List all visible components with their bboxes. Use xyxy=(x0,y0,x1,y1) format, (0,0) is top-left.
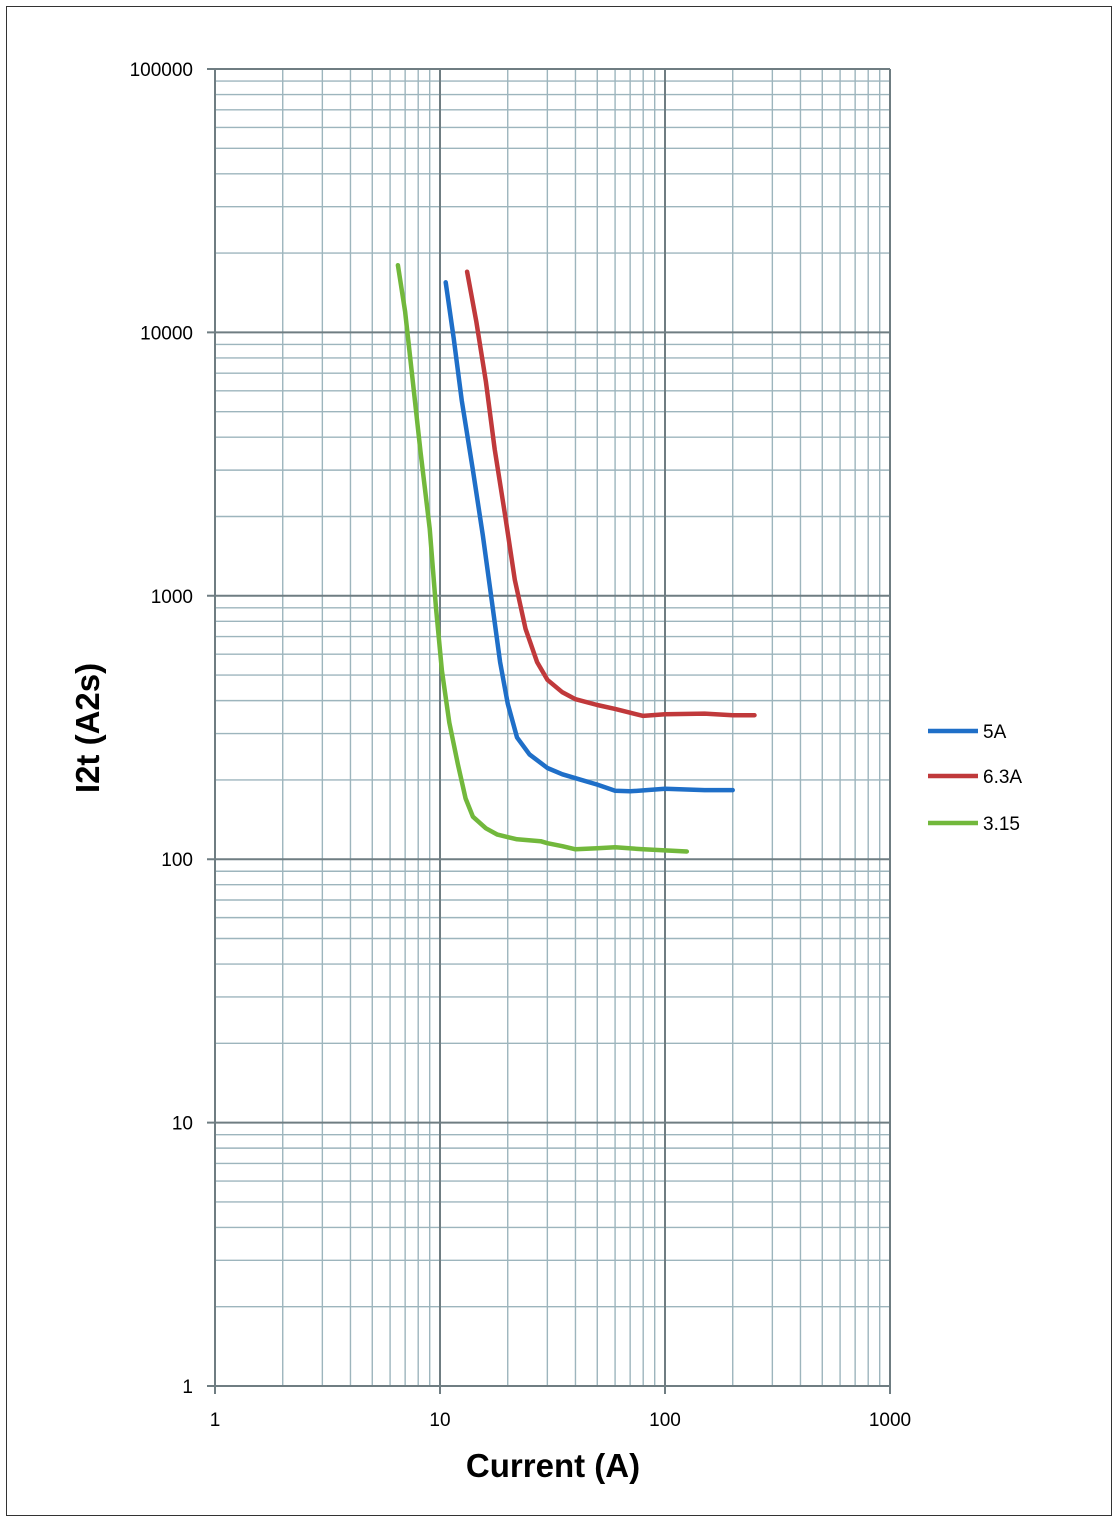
x-axis-title: Current (A) xyxy=(466,1447,640,1484)
tick-labels: 1 10 100 1000 1 10 100 1000 10000 100000 xyxy=(130,60,912,1431)
grid xyxy=(207,68,891,1394)
legend-label: 6.3A xyxy=(983,767,1022,788)
series-line-6-3a xyxy=(464,269,757,719)
series-lines xyxy=(395,262,757,854)
x-tick-label: 1 xyxy=(210,1410,221,1431)
y-tick-label: 10 xyxy=(172,1114,193,1135)
y-tick-label: 100 xyxy=(161,850,193,871)
x-tick-label: 1000 xyxy=(869,1410,911,1431)
y-tick-label: 10000 xyxy=(140,323,193,344)
series-line-3-15 xyxy=(395,262,690,854)
y-axis-title: I2t (A2s) xyxy=(69,663,106,793)
legend-label: 3.15 xyxy=(983,814,1020,835)
y-tick-label: 1 xyxy=(182,1377,193,1398)
legend: 5A 6.3A 3.15 xyxy=(928,722,1022,835)
legend-label: 5A xyxy=(983,722,1007,743)
x-tick-label: 10 xyxy=(429,1410,450,1431)
y-tick-label: 1000 xyxy=(151,587,193,608)
y-tick-label: 100000 xyxy=(130,60,193,81)
series-line-5a xyxy=(443,280,735,794)
chart-frame xyxy=(6,6,1112,1516)
x-tick-label: 100 xyxy=(649,1410,681,1431)
